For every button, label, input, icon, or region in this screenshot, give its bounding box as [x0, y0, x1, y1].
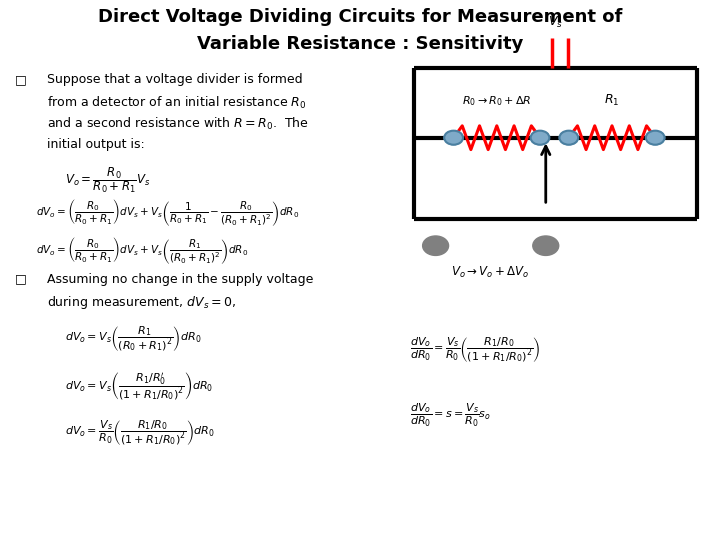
Text: $\dfrac{dV_o}{dR_0} = s = \dfrac{V_s}{R_0} s_o$: $\dfrac{dV_o}{dR_0} = s = \dfrac{V_s}{R_… [410, 402, 492, 429]
Text: □: □ [14, 73, 26, 86]
Text: $V_o = \dfrac{R_0}{R_0 + R_1} V_s$: $V_o = \dfrac{R_0}{R_0 + R_1} V_s$ [65, 165, 150, 194]
Text: $R_1$: $R_1$ [604, 93, 620, 108]
Text: Assuming no change in the supply voltage: Assuming no change in the supply voltage [47, 273, 313, 286]
Text: during measurement, $dV_s = 0$,: during measurement, $dV_s = 0$, [47, 294, 236, 311]
Text: Direct Voltage Dividing Circuits for Measurement of: Direct Voltage Dividing Circuits for Mea… [98, 8, 622, 26]
Text: $dV_o = V_s\left(\dfrac{R_1}{(R_0 + R_1)^2}\right)dR_0$: $dV_o = V_s\left(\dfrac{R_1}{(R_0 + R_1)… [65, 324, 202, 353]
Text: $dV_o = \dfrac{V_s}{R_0}\left(\dfrac{R_1/R_0}{(1 + R_1/R_0)^2}\right)dR_0$: $dV_o = \dfrac{V_s}{R_0}\left(\dfrac{R_1… [65, 418, 215, 448]
Text: □: □ [14, 273, 26, 286]
Circle shape [531, 131, 549, 145]
Text: $dV_o = \left(\dfrac{R_0}{R_0 + R_1}\right)dV_s + V_s\left(\dfrac{1}{R_0 + R_1} : $dV_o = \left(\dfrac{R_0}{R_0 + R_1}\rig… [36, 197, 300, 228]
Text: initial output is:: initial output is: [47, 138, 145, 151]
Text: $dV_o = \left(\dfrac{R_0}{R_0 + R_1}\right)dV_s + V_s\left(\dfrac{R_1}{(R_0 + R_: $dV_o = \left(\dfrac{R_0}{R_0 + R_1}\rig… [36, 235, 248, 266]
Text: from a detector of an initial resistance $R_0$: from a detector of an initial resistance… [47, 94, 307, 111]
Circle shape [423, 236, 449, 255]
Circle shape [559, 131, 578, 145]
Text: $dV_o = V_s\left(\dfrac{R_1/R_0'}{(1 + R_1/R_0)^2}\right)dR_0$: $dV_o = V_s\left(\dfrac{R_1/R_0'}{(1 + R… [65, 370, 213, 402]
Text: Suppose that a voltage divider is formed: Suppose that a voltage divider is formed [47, 73, 302, 86]
Circle shape [646, 131, 665, 145]
Circle shape [444, 131, 463, 145]
Text: $\dfrac{dV_o}{dR_0} = \dfrac{V_s}{R_0}\left(\dfrac{R_1/R_0}{(1 + R_1/R_0)^2}\rig: $\dfrac{dV_o}{dR_0} = \dfrac{V_s}{R_0}\l… [410, 335, 541, 364]
Text: and a second resistance with $R = R_0$.  The: and a second resistance with $R = R_0$. … [47, 116, 309, 132]
Text: $V_s$: $V_s$ [548, 15, 563, 30]
Text: Variable Resistance : Sensitivity: Variable Resistance : Sensitivity [197, 35, 523, 53]
Circle shape [533, 236, 559, 255]
Text: $R_0 \rightarrow R_0 + \Delta R$: $R_0 \rightarrow R_0 + \Delta R$ [462, 94, 531, 108]
Text: $V_o \rightarrow V_o + \Delta V_o$: $V_o \rightarrow V_o + \Delta V_o$ [451, 265, 530, 280]
